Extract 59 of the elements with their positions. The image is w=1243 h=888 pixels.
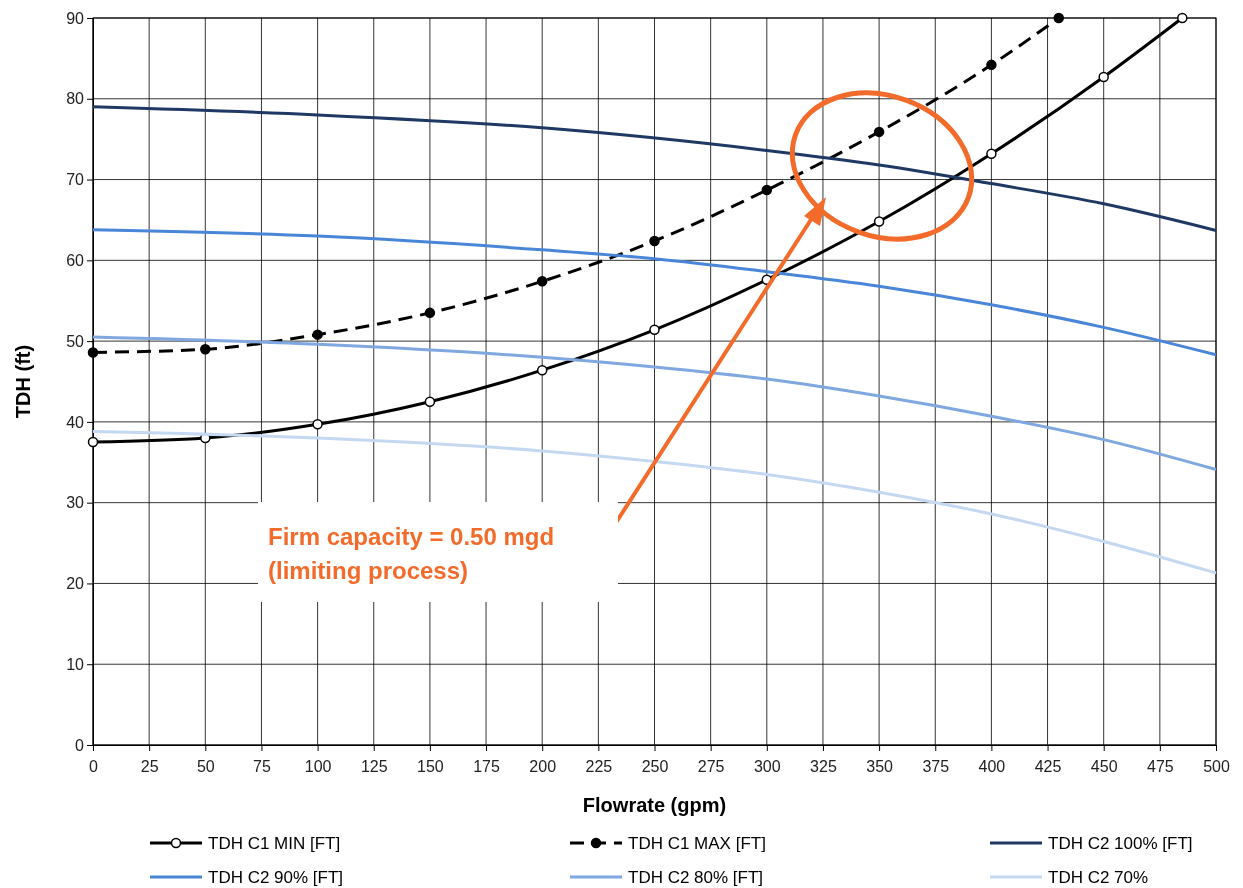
x-tick-label: 500 <box>1203 757 1230 775</box>
point <box>536 364 548 376</box>
y-tick-label: 20 <box>66 575 85 593</box>
annotation: Firm capacity = 0.50 mgd (limiting process) <box>268 523 555 584</box>
x-tick-label: 475 <box>1147 757 1174 775</box>
x-tick-label: 0 <box>89 757 99 775</box>
legend-label: TDH C2 80% [FT] <box>628 868 764 887</box>
x-tick-label: 450 <box>1090 757 1118 775</box>
y-tick-label: 50 <box>66 332 85 350</box>
y-tick-label: 60 <box>66 251 85 269</box>
y-tick-label: 90 <box>66 9 85 27</box>
x-axis-title: Flowrate (gpm) <box>582 794 727 816</box>
x-tick-label: 425 <box>1034 757 1062 775</box>
x-tick-label: 150 <box>417 757 444 775</box>
point <box>424 307 436 319</box>
point <box>1053 12 1065 24</box>
point <box>649 235 660 247</box>
legend-label: TDH C1 MAX [FT] <box>628 834 766 853</box>
x-tick-label: 75 <box>253 757 271 775</box>
point <box>986 148 997 159</box>
x-tick-label: 350 <box>866 757 894 775</box>
point <box>312 419 323 430</box>
point <box>873 126 885 138</box>
x-tick-label: 50 <box>196 757 215 775</box>
x-tick-label: 325 <box>810 757 837 775</box>
point <box>200 343 211 355</box>
point <box>1177 12 1188 24</box>
point <box>312 329 323 340</box>
point <box>536 276 548 287</box>
x-tick-label: 175 <box>473 757 500 775</box>
y-tick-label: 0 <box>75 736 85 754</box>
legend-label: TDH C2 100% [FT] <box>1048 834 1193 853</box>
legend-label: TDH C1 MIN [FT] <box>208 834 341 853</box>
point <box>1098 71 1109 83</box>
y-tick-label: 70 <box>66 171 85 189</box>
point <box>873 216 885 227</box>
y-tick-label: 10 <box>66 655 85 673</box>
x-tick-label: 375 <box>922 757 950 775</box>
x-tick-label: 125 <box>360 757 388 775</box>
point <box>87 347 99 358</box>
x-tick-label: 200 <box>529 757 557 775</box>
point <box>649 324 660 336</box>
legend-label: TDH C2 90% [FT] <box>208 868 344 887</box>
y-tick-label: 30 <box>66 494 85 512</box>
x-tick-label: 250 <box>641 757 669 775</box>
x-tick-label: 300 <box>753 757 781 775</box>
x-tick-label: 275 <box>697 757 725 775</box>
x-tick-label: 100 <box>304 757 332 775</box>
point <box>761 184 773 196</box>
y-tick-label: 80 <box>66 90 85 108</box>
x-tick-label: 400 <box>978 757 1006 775</box>
point <box>87 436 99 448</box>
y-axis-title: TDH (ft) <box>12 344 34 419</box>
point <box>424 396 436 407</box>
legend-label: TDH C2 70% <box>1048 868 1149 887</box>
point <box>986 59 997 71</box>
x-tick-label: 225 <box>585 757 613 775</box>
y-tick-label: 40 <box>66 413 85 431</box>
x-tick-label: 25 <box>140 757 159 775</box>
